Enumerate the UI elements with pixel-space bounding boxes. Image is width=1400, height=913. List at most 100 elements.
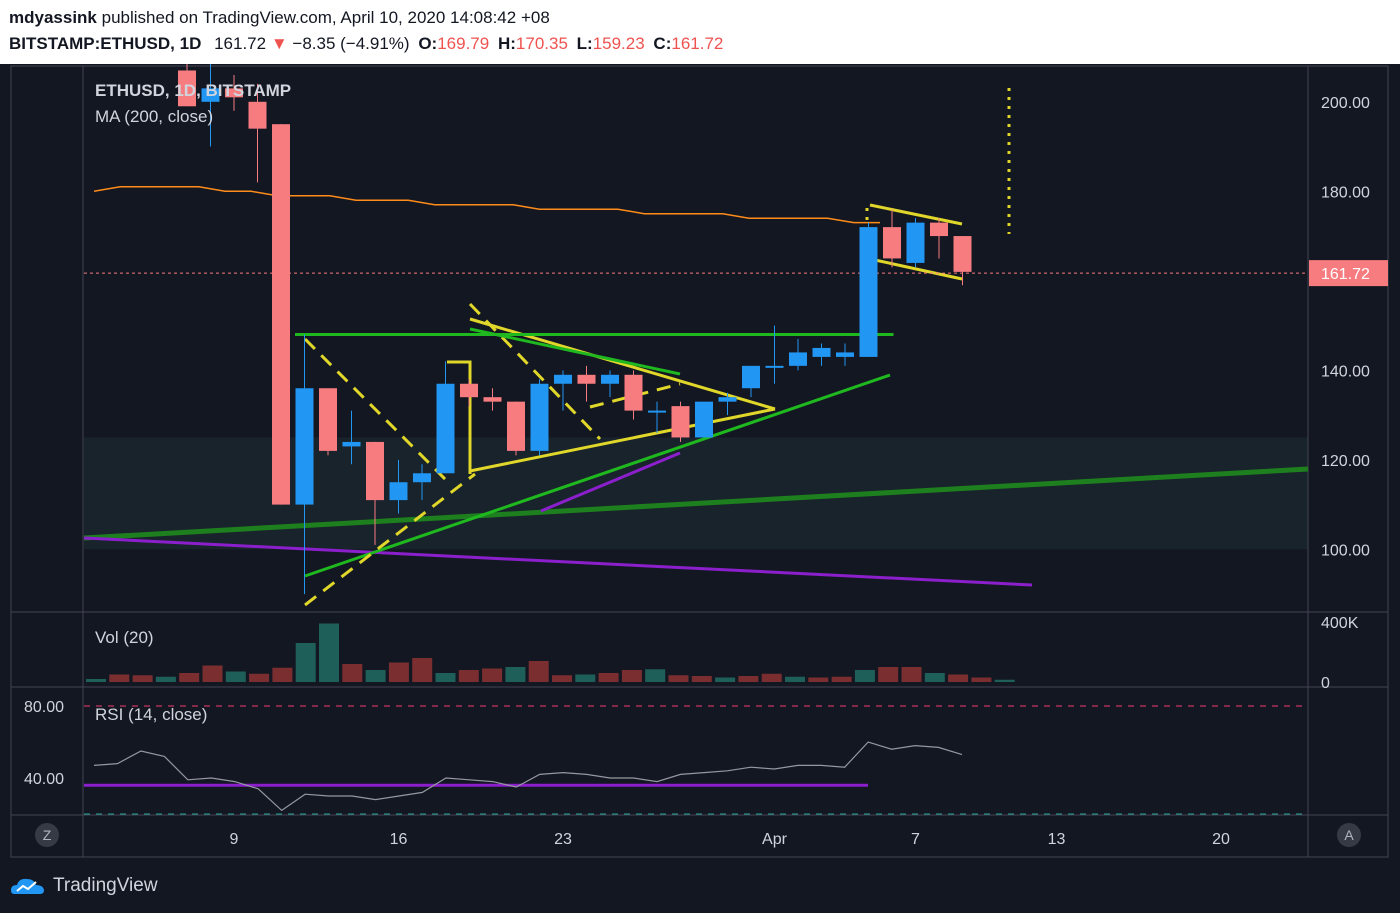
candle-body <box>671 406 690 438</box>
volume-bar <box>854 670 875 682</box>
candle <box>554 370 572 411</box>
candle-body <box>953 236 972 272</box>
candle-body <box>765 365 784 368</box>
candle <box>178 64 196 107</box>
publish-header: mdyassink published on TradingView.com, … <box>0 0 1400 64</box>
candle <box>248 83 267 183</box>
current-price-label: 161.72 <box>1321 266 1370 283</box>
down-arrow-icon: ▼ <box>270 34 288 53</box>
volume-bar <box>365 670 386 682</box>
short-purple-trendline <box>540 451 681 513</box>
candle-body <box>295 388 314 505</box>
candle <box>483 388 502 411</box>
candle <box>836 343 854 366</box>
candle <box>507 401 525 456</box>
volume-bar <box>948 674 969 682</box>
candle-body <box>554 374 572 384</box>
tradingview-wordmark: TradingView <box>53 875 158 896</box>
volume-bar <box>808 677 829 682</box>
symbol-name: BITSTAMP:ETHUSD, 1D <box>9 34 202 53</box>
candle-body <box>272 124 290 505</box>
candle <box>883 209 901 268</box>
last-price: 161.72 <box>214 34 267 53</box>
candle-body <box>436 383 455 474</box>
volume-bar <box>761 673 782 682</box>
candle <box>718 392 737 416</box>
candle-body <box>366 441 384 501</box>
volume-bar <box>738 676 759 682</box>
volume-bar <box>901 667 922 682</box>
close-value: 161.72 <box>671 34 724 53</box>
candle-body <box>248 101 267 129</box>
volume-bar <box>202 665 223 682</box>
candle-body <box>624 374 643 411</box>
candle <box>930 218 948 259</box>
volume-bar <box>86 679 106 682</box>
rsi-line <box>93 741 963 812</box>
candle <box>859 222 878 357</box>
volume-bar <box>552 675 572 682</box>
main-legend: ETHUSD, 1D, BITSTAMP <box>95 81 291 100</box>
candle-body <box>178 70 196 107</box>
candle-body <box>695 401 713 438</box>
candle <box>906 218 925 268</box>
volume-bar <box>179 673 200 682</box>
candle <box>953 236 972 286</box>
tradingview-logo[interactable]: TradingView <box>9 874 158 898</box>
candle <box>272 124 290 505</box>
candle <box>319 388 337 456</box>
price-tick-label: 100.00 <box>1321 542 1370 559</box>
low-value: 159.23 <box>592 34 645 53</box>
tradingview-cloud-icon <box>11 878 44 894</box>
candle <box>671 401 690 442</box>
volume-tick-label: 400K <box>1321 615 1359 632</box>
candle <box>389 459 408 514</box>
author-name[interactable]: mdyassink <box>9 8 97 27</box>
volume-bar <box>319 623 339 682</box>
open-value: 169.79 <box>437 34 490 53</box>
flag-lower <box>874 258 963 281</box>
timezone-badge[interactable]: Z <box>35 823 59 847</box>
volume-bar <box>971 677 992 682</box>
candle <box>530 379 549 456</box>
volume-bar <box>994 679 1015 682</box>
rising-trendline <box>304 373 891 578</box>
triangle-bracket <box>447 360 472 474</box>
candle-body <box>648 410 666 413</box>
volume-bar <box>295 643 316 682</box>
rsi-legend: RSI (14, close) <box>95 705 207 724</box>
volume-bar <box>109 674 130 682</box>
flag-upper <box>869 203 963 226</box>
candle <box>765 325 784 384</box>
open-label: O: <box>418 34 438 53</box>
published-text: published on TradingView.com, April 10, … <box>101 8 550 27</box>
candle-body <box>319 388 337 451</box>
triangle-lower <box>469 407 776 473</box>
candles-layer <box>178 64 972 595</box>
volume-bar <box>528 661 549 682</box>
volume-bar <box>482 668 503 682</box>
volume-bar <box>272 667 293 682</box>
candle <box>624 370 643 420</box>
volume-bar <box>621 670 642 682</box>
time-tick-label: 7 <box>911 831 920 848</box>
price-change: −8.35 (−4.91%) <box>292 34 410 53</box>
highlight-zone <box>84 437 1308 550</box>
candle <box>201 64 220 147</box>
chart-canvas[interactable]: 100.00 120.00 140.00 180.00 200.00 161.72 400K… <box>0 64 1400 861</box>
volume-bar <box>132 675 153 682</box>
volume-bar <box>575 674 596 682</box>
candle-body <box>389 482 408 501</box>
time-tick-label: 23 <box>554 831 572 848</box>
long-support-line <box>83 466 1309 541</box>
price-tick-label: 140.00 <box>1321 363 1370 380</box>
candle-body <box>836 352 854 357</box>
price-tick-label: 180.00 <box>1321 184 1370 201</box>
candle <box>812 343 831 366</box>
candle <box>742 365 760 398</box>
candle <box>436 361 455 474</box>
time-tick-label: 20 <box>1212 831 1230 848</box>
candle <box>295 334 314 595</box>
volume-bar <box>435 673 456 682</box>
auto-scale-badge[interactable]: A <box>1337 823 1361 847</box>
